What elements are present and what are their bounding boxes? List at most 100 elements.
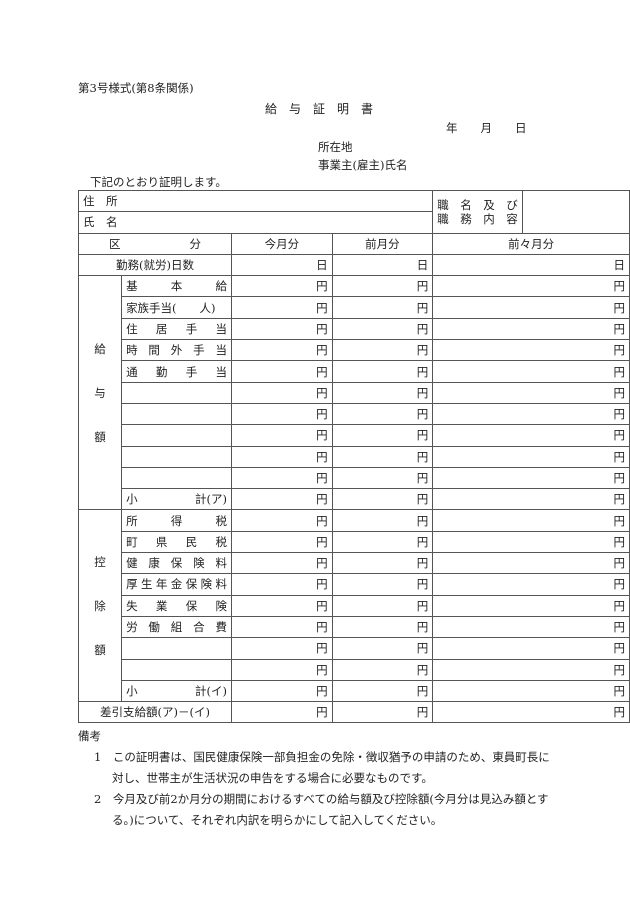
salary-item-label[interactable] [121,445,233,468]
this-month-value[interactable]: 円 [231,339,333,362]
deduction-row: 厚生年金保険料円円円 [79,573,630,596]
two-months-ago-value[interactable]: 円 [432,701,630,724]
job-field[interactable] [521,190,630,234]
salary-row: 通勤手当円円円 [79,360,630,383]
this-month-value[interactable]: 円 [231,658,333,681]
two-months-ago-value[interactable]: 円 [432,275,630,298]
two-months-ago-value[interactable]: 円 [432,339,630,362]
last-month-value[interactable]: 円 [331,658,434,681]
two-months-ago-value[interactable]: 円 [432,594,630,617]
this-month-value[interactable]: 円 [231,701,333,724]
salary-item-label: 基本給 [121,275,233,298]
salary-item-label: 時間外手当 [121,339,233,362]
location-label: 所在地 [318,140,353,154]
last-month-value[interactable]: 円 [331,552,434,575]
this-month-value[interactable]: 円 [231,402,333,426]
last-month-value[interactable]: 円 [331,615,434,639]
two-months-ago-value[interactable]: 円 [432,615,630,639]
salary-row: 住居手当円円円 [79,317,630,341]
two-months-ago-value[interactable]: 円 [432,424,630,447]
deduction-group-label: 控除額 [77,509,123,703]
two-months-ago-value[interactable]: 円 [432,552,630,575]
last-month-value[interactable]: 円 [331,275,434,298]
this-month-value[interactable]: 円 [231,530,333,554]
last-month-value[interactable]: 日 [331,253,434,277]
workdays-label: 勤務(就労)日数 [77,253,233,277]
this-month-value[interactable]: 日 [231,253,333,277]
name-field[interactable]: 氏 名 [77,211,434,234]
two-months-ago-value[interactable]: 円 [432,573,630,596]
two-months-ago-value[interactable]: 円 [432,445,630,468]
deduction-item-label[interactable] [121,637,233,660]
last-month-value[interactable]: 円 [331,381,434,404]
two-months-ago-value[interactable]: 円 [432,530,630,554]
salary-item-label[interactable] [121,424,233,447]
last-month-value[interactable]: 円 [331,679,434,703]
last-month-value[interactable]: 円 [331,573,434,596]
salary-item-label[interactable] [121,402,233,426]
two-months-ago-value[interactable]: 日 [432,253,630,277]
salary-row: 円円円 [79,445,630,468]
document-title: 給 与 証 明 書 [265,102,374,116]
this-month-value[interactable]: 円 [231,573,333,596]
two-months-ago-value[interactable]: 円 [432,466,630,490]
two-months-ago-value[interactable]: 円 [432,402,630,426]
employer-name-label: 事業主(雇主)氏名 [318,158,408,172]
salary-group-char: 給 [94,341,106,356]
last-month-value[interactable]: 円 [331,530,434,554]
last-month-value[interactable]: 円 [331,424,434,447]
address-row: 住 所 職 名 及 び職 務 内 容 [77,189,630,234]
salary-item-label: 家族手当( 人) [121,296,233,319]
last-month-value[interactable]: 円 [331,296,434,319]
salary-row: 時間外手当円円円 [79,339,630,362]
this-month-value[interactable]: 円 [231,317,333,341]
two-months-ago-value[interactable]: 円 [432,381,630,404]
this-month-value[interactable]: 円 [231,360,333,383]
deduction-item-label[interactable] [121,658,233,681]
this-month-value[interactable]: 円 [231,424,333,447]
last-month-value[interactable]: 円 [331,402,434,426]
salary-row: 小 計(ア) 円円円 [79,488,630,511]
address-field[interactable]: 住 所 [77,189,434,213]
header-this-month: 今月分 [231,232,333,255]
salary-table: 住 所 職 名 及 び職 務 内 容 氏 名 区 分 今月分 前月分 前々月分 … [77,189,630,724]
this-month-value[interactable]: 円 [231,466,333,490]
two-months-ago-value[interactable]: 円 [432,658,630,681]
deduction-row: 円円円 [79,637,630,660]
this-month-value[interactable]: 円 [231,679,333,703]
two-months-ago-value[interactable]: 円 [432,296,630,319]
last-month-value[interactable]: 円 [331,317,434,341]
two-months-ago-value[interactable]: 円 [432,360,630,383]
this-month-value[interactable]: 円 [231,275,333,298]
this-month-value[interactable]: 円 [231,637,333,660]
two-months-ago-value[interactable]: 円 [432,679,630,703]
two-months-ago-value[interactable]: 円 [432,509,630,532]
last-month-value[interactable]: 円 [331,466,434,490]
last-month-value[interactable]: 円 [331,445,434,468]
this-month-value[interactable]: 円 [231,594,333,617]
two-months-ago-value[interactable]: 円 [432,637,630,660]
salary-item-label[interactable] [121,381,233,404]
this-month-value[interactable]: 円 [231,509,333,532]
two-months-ago-value[interactable]: 円 [432,488,630,511]
salary-item-label[interactable] [121,466,233,490]
last-month-value[interactable]: 円 [331,509,434,532]
this-month-value[interactable]: 円 [231,615,333,639]
last-month-value[interactable]: 円 [331,360,434,383]
name-label: 氏 名 [83,215,118,230]
last-month-value[interactable]: 円 [331,339,434,362]
last-month-value[interactable]: 円 [331,701,434,724]
last-month-value[interactable]: 円 [331,594,434,617]
this-month-value[interactable]: 円 [231,381,333,404]
last-month-value[interactable]: 円 [331,637,434,660]
net-pay-label: 差引支給額(ア)－(イ) [77,701,233,724]
this-month-value[interactable]: 円 [231,296,333,319]
date-field[interactable]: 年 月 日 [446,121,527,135]
deduction-item-label: 健康保険料 [121,552,233,575]
last-month-value[interactable]: 円 [331,488,434,511]
this-month-value[interactable]: 円 [231,552,333,575]
this-month-value[interactable]: 円 [231,445,333,468]
this-month-value[interactable]: 円 [231,488,333,511]
two-months-ago-value[interactable]: 円 [432,317,630,341]
